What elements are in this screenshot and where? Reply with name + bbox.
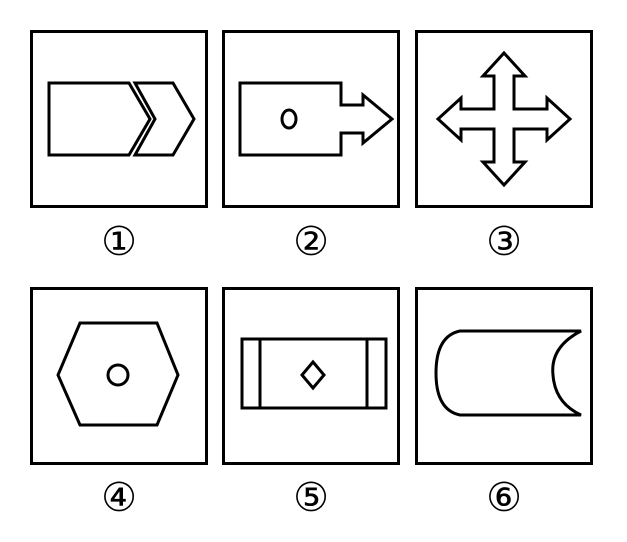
curved-cut-rectangle-shape xyxy=(434,329,582,417)
figure-6-label: ⑥ xyxy=(486,475,522,521)
figure-1-drawing xyxy=(47,81,196,157)
chevron-shape xyxy=(132,81,196,157)
figure-5-drawing xyxy=(240,337,388,410)
outer-rectangle-shape xyxy=(240,337,388,410)
figure-1-label: ① xyxy=(101,219,137,265)
figure-6-drawing xyxy=(434,329,582,417)
diamond-shape xyxy=(300,359,326,391)
small-circle-shape xyxy=(280,108,298,130)
figure-5-box xyxy=(222,287,400,465)
pentagon-arrow-shape xyxy=(47,81,152,157)
small-circle-shape xyxy=(106,363,130,387)
figure-1-box xyxy=(30,30,208,208)
hexagon-shape xyxy=(56,321,180,427)
four-way-arrow-shape xyxy=(435,50,573,188)
figure-4-label: ④ xyxy=(101,475,137,521)
figure-2-label: ② xyxy=(293,219,329,265)
figure-5-label: ⑤ xyxy=(293,475,329,521)
rectangle-arrow-shape xyxy=(238,81,395,157)
figure-6-box xyxy=(415,287,593,465)
figure-2-box xyxy=(222,30,400,208)
figure-3-drawing xyxy=(435,50,573,188)
figure-2-drawing xyxy=(238,81,395,157)
figure-4-box xyxy=(30,287,208,465)
figure-3-box xyxy=(415,30,593,208)
figure-4-drawing xyxy=(56,321,180,427)
figure-3-label: ③ xyxy=(486,219,522,265)
